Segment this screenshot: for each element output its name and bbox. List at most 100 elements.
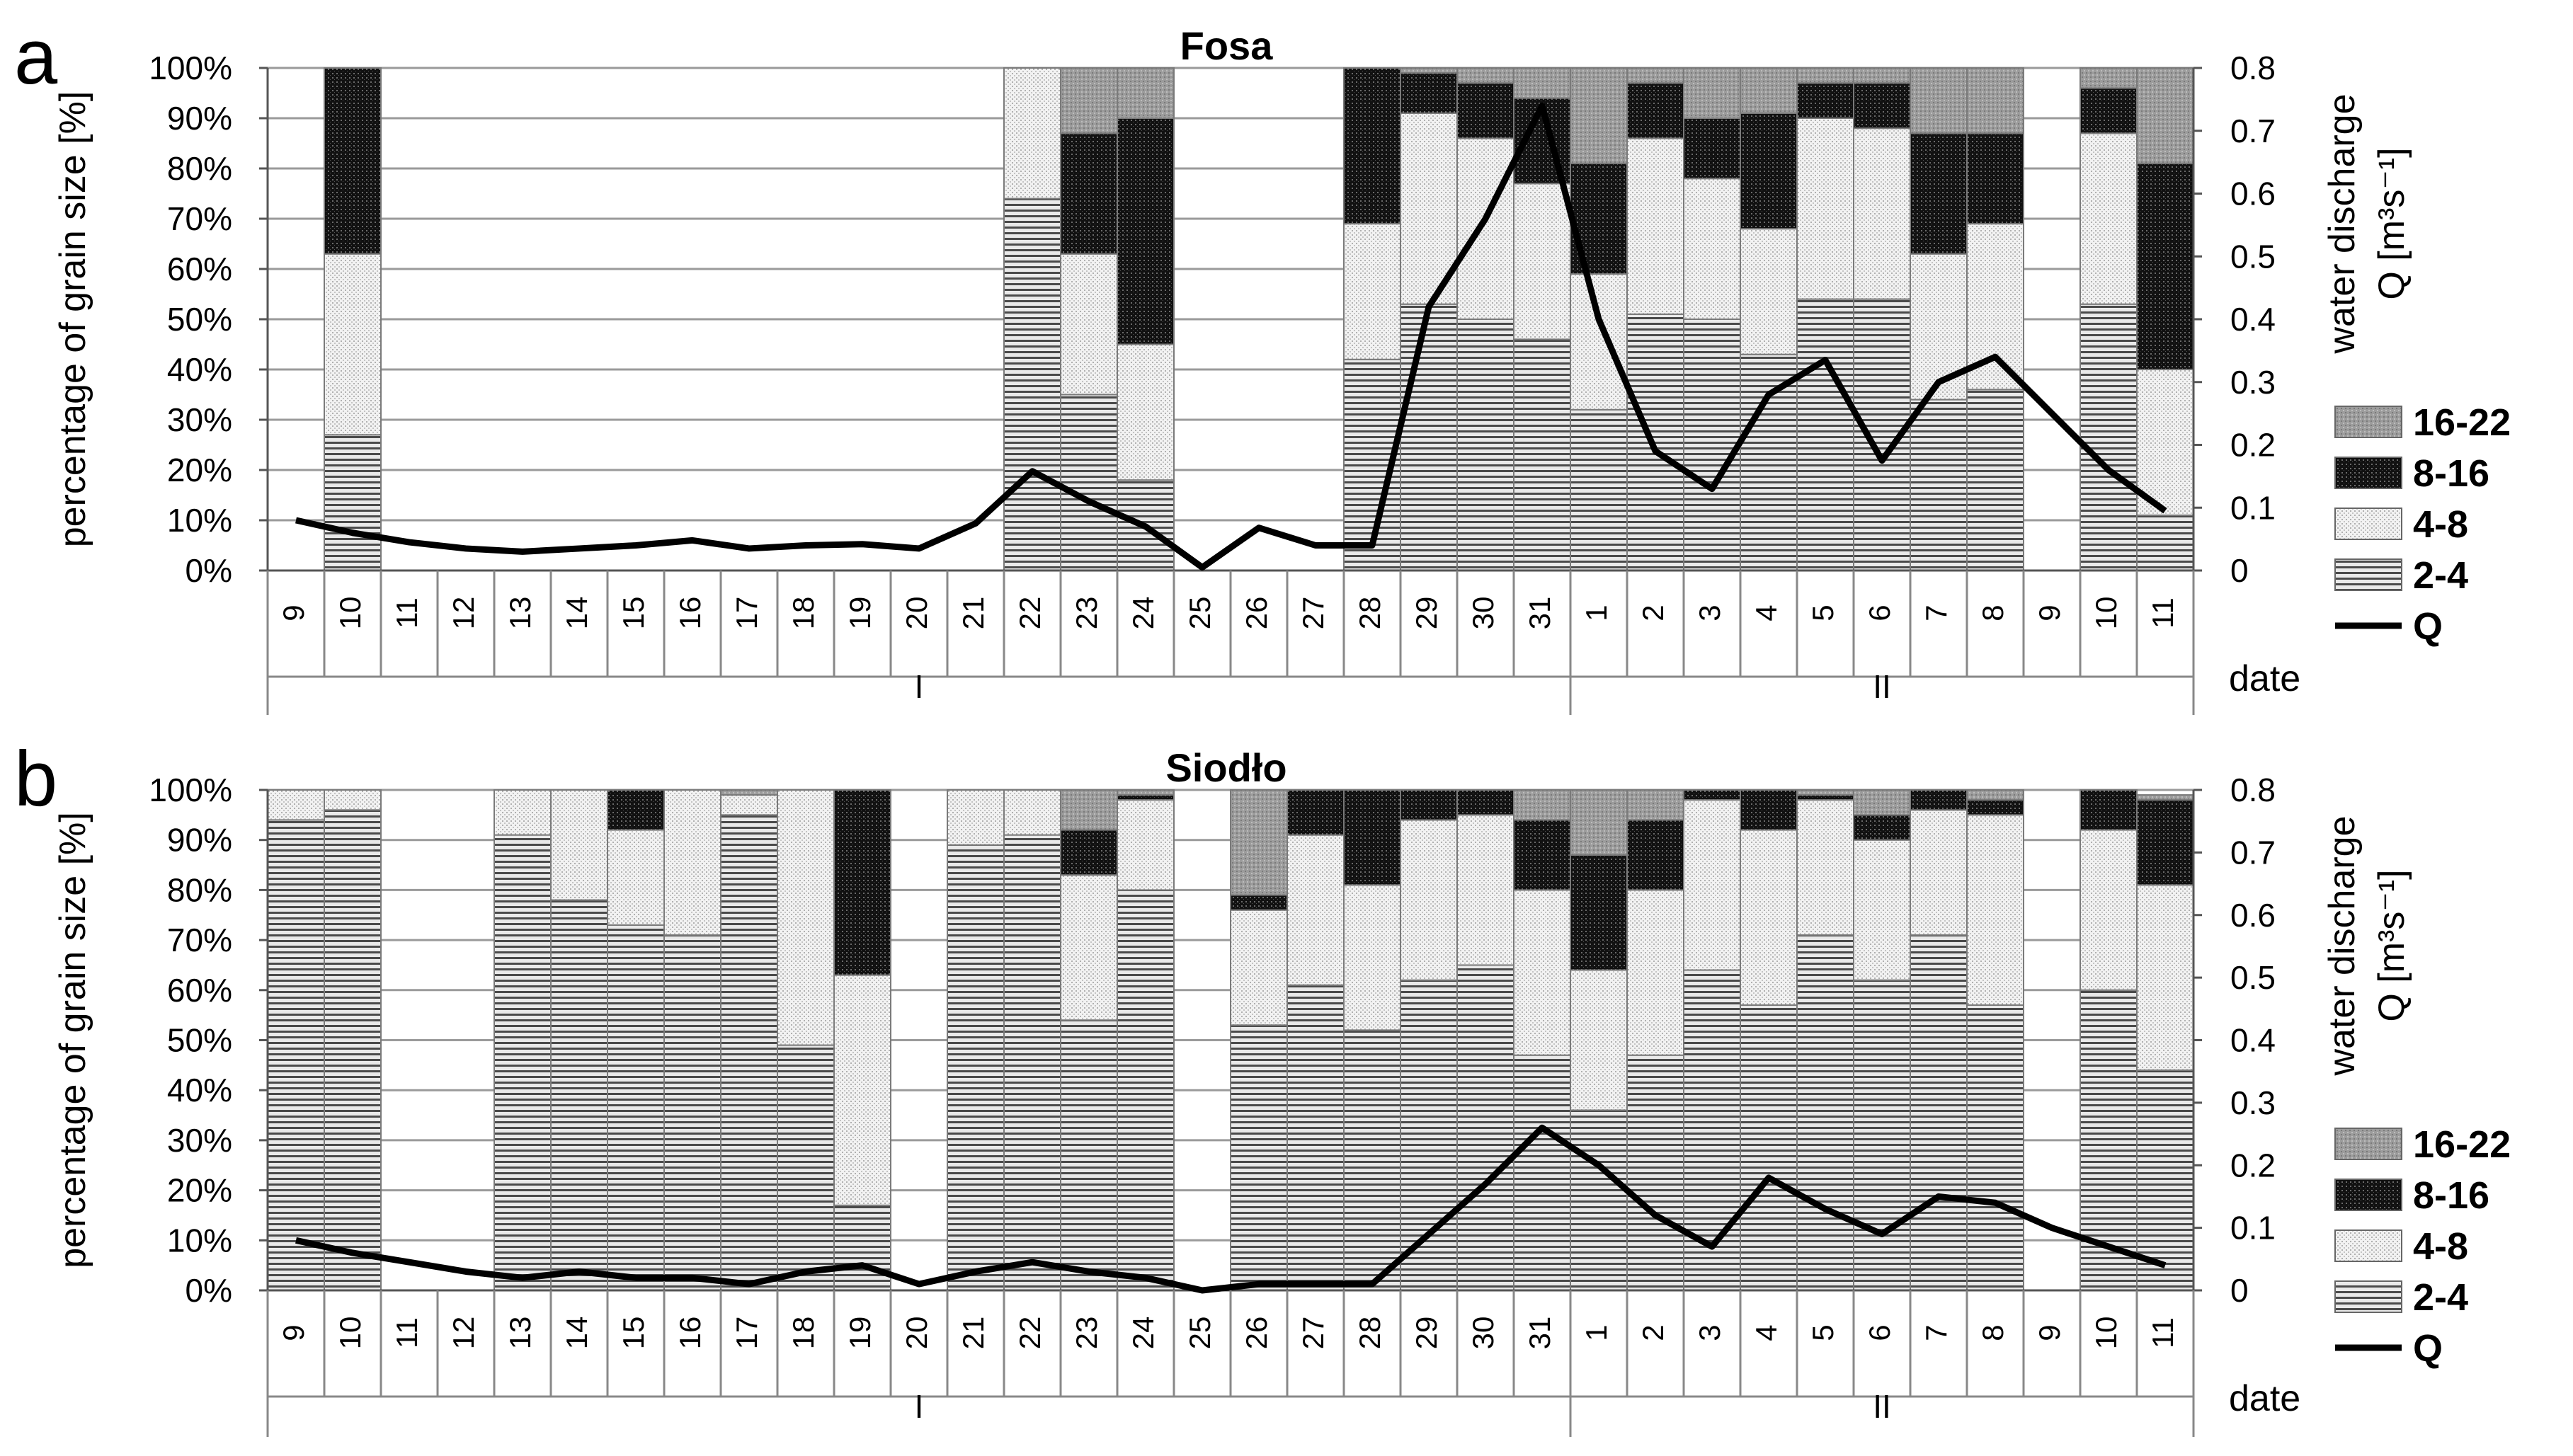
legend-label-8-16: 8-16 bbox=[2413, 1174, 2489, 1217]
bar-segment-4-8 bbox=[1796, 799, 1854, 936]
legend-label-4-8: 4-8 bbox=[2413, 503, 2468, 546]
x-tick-label: 6 bbox=[1863, 604, 1896, 621]
y-tick-label: 70% bbox=[167, 922, 232, 958]
bar-segment-2-4 bbox=[1456, 319, 1514, 571]
panel-fosa: 0% 10% 20% 30% 40% 50% 60% 70% 80% 90% 100% 0 0.1 0.2… bbox=[14, 13, 2511, 715]
bar-segment-16-22 bbox=[1853, 789, 1911, 816]
bar-segment-2-4 bbox=[1117, 889, 1175, 1291]
x-tick-label: 9 bbox=[277, 604, 310, 621]
y2-tick-label: 0.2 bbox=[2230, 1147, 2276, 1183]
x-tick-label: 22 bbox=[1013, 1317, 1046, 1350]
x-tick-label: 8 bbox=[1976, 1324, 2009, 1341]
x-tick-label: 11 bbox=[2146, 1317, 2179, 1348]
bar-segment-4-8 bbox=[324, 253, 382, 436]
bar-segment-4-8 bbox=[1626, 137, 1684, 315]
bar-segment-2-4 bbox=[1513, 338, 1571, 571]
bar-segment-16-22 bbox=[1060, 789, 1118, 831]
bar-segment-8-16 bbox=[1513, 819, 1571, 891]
bar-segment-8-16 bbox=[1456, 789, 1514, 816]
bar-segment-2-4 bbox=[1796, 934, 1854, 1292]
y2-axis-title: water discharge bbox=[2322, 815, 2363, 1076]
chart-title: Siodło bbox=[1165, 745, 1286, 790]
y-tick-label: 60% bbox=[167, 972, 232, 1009]
y2-tick-label: 0.4 bbox=[2230, 301, 2276, 338]
bar-segment-2-4 bbox=[550, 899, 608, 1292]
legend-swatch-4-8 bbox=[2334, 508, 2402, 540]
x-tick-label: 28 bbox=[1353, 1317, 1386, 1350]
bar-segment-2-4 bbox=[607, 924, 665, 1291]
bar-segment-16-22 bbox=[2136, 794, 2194, 801]
y-axis-title: percentage of grain size [%] bbox=[52, 91, 93, 548]
bar-segment-4-8 bbox=[720, 794, 778, 816]
x-tick-label: 20 bbox=[900, 1317, 933, 1350]
y-tick-label: 40% bbox=[167, 351, 232, 388]
y-tick-label: 10% bbox=[167, 1222, 232, 1259]
bar-segment-16-22 bbox=[1117, 789, 1175, 796]
bar-segment-4-8 bbox=[1513, 183, 1571, 340]
y-tick-label: 20% bbox=[167, 452, 232, 488]
bar-segment-8-16 bbox=[1570, 854, 1628, 971]
bar-segment-4-8 bbox=[494, 789, 552, 836]
legend-label-q: Q bbox=[2413, 1327, 2443, 1370]
bar-segment-16-22 bbox=[1230, 789, 1288, 896]
chart-title: Fosa bbox=[1180, 23, 1274, 68]
bar-segment-16-22 bbox=[1683, 67, 1741, 119]
bar-segment-16-22 bbox=[1910, 67, 1968, 134]
bar-segment-16-22 bbox=[720, 789, 778, 796]
bar-segment-2-4 bbox=[1060, 394, 1118, 571]
y2-tick-label: 0.1 bbox=[2230, 1210, 2276, 1246]
bar-segment-2-4 bbox=[947, 844, 1005, 1291]
x-tick-label: 1 bbox=[1580, 604, 1613, 621]
x-tick-label: 16 bbox=[673, 597, 707, 630]
bar-segment-8-16 bbox=[607, 789, 665, 831]
x-tick-label: 10 bbox=[333, 1317, 367, 1350]
bar-segment-2-4 bbox=[1003, 834, 1061, 1291]
bar-segment-16-22 bbox=[1570, 789, 1628, 856]
bar-segment-2-4 bbox=[1626, 1054, 1684, 1291]
q-line bbox=[295, 1124, 2167, 1294]
x-tick-label: 30 bbox=[1466, 597, 1500, 630]
legend-swatch-8-16 bbox=[2334, 457, 2402, 489]
y-tick-label: 30% bbox=[167, 401, 232, 438]
y2-tick-label: 0 bbox=[2230, 552, 2249, 589]
bar-segment-8-16 bbox=[1343, 67, 1401, 225]
y2-tick-label: 0.6 bbox=[2230, 176, 2276, 212]
bar-segment-4-8 bbox=[1343, 223, 1401, 360]
x-tick-label: 19 bbox=[843, 597, 877, 630]
x-tick-label: 23 bbox=[1070, 1317, 1103, 1350]
legend-label-8-16: 8-16 bbox=[2413, 452, 2489, 495]
bar-segment-2-4 bbox=[2136, 514, 2194, 572]
bar-segment-4-8 bbox=[2136, 884, 2194, 1071]
bar-segment-4-8 bbox=[2079, 829, 2138, 991]
x-tick-label: 7 bbox=[1919, 604, 1953, 621]
x-tick-label: 18 bbox=[787, 1317, 820, 1350]
bar-segment-4-8 bbox=[1796, 117, 1854, 300]
y2-tick-label: 0.3 bbox=[2230, 364, 2276, 401]
legend-swatch-8-16 bbox=[2334, 1179, 2402, 1211]
bar-segment-4-8 bbox=[1343, 884, 1401, 1031]
y2-tick-label: 0.4 bbox=[2230, 1022, 2276, 1059]
x-tick-label: 18 bbox=[787, 597, 820, 630]
x-tick-label: 4 bbox=[1750, 1324, 1783, 1341]
x-tick-label: 3 bbox=[1693, 1324, 1726, 1341]
bar-segment-2-4 bbox=[833, 1204, 891, 1292]
y-tick-label: 20% bbox=[167, 1172, 232, 1209]
bar-segment-4-8 bbox=[1683, 799, 1741, 971]
bar-segment-2-4 bbox=[1966, 389, 2024, 572]
x-axis-title: date bbox=[2229, 1378, 2300, 1419]
bar-segment-2-4 bbox=[324, 809, 382, 1291]
bar-segment-4-8 bbox=[1400, 819, 1458, 981]
y-tick-label: 30% bbox=[167, 1122, 232, 1159]
bar-segment-2-4 bbox=[1966, 1004, 2024, 1291]
x-tick-label: 15 bbox=[617, 1317, 650, 1350]
x-tick-label: 5 bbox=[1806, 604, 1839, 621]
bar-segment-2-4 bbox=[663, 934, 721, 1292]
legend-label-q: Q bbox=[2413, 605, 2443, 648]
bar-segment-4-8 bbox=[1570, 969, 1628, 1111]
bar-segment-16-22 bbox=[1853, 67, 1911, 84]
bar-segment-4-8 bbox=[1853, 127, 1911, 300]
bar-segment-8-16 bbox=[1683, 117, 1741, 180]
bar-segment-8-16 bbox=[1456, 82, 1514, 139]
bar-segment-16-22 bbox=[1456, 67, 1514, 84]
y-tick-label: 40% bbox=[167, 1072, 232, 1108]
